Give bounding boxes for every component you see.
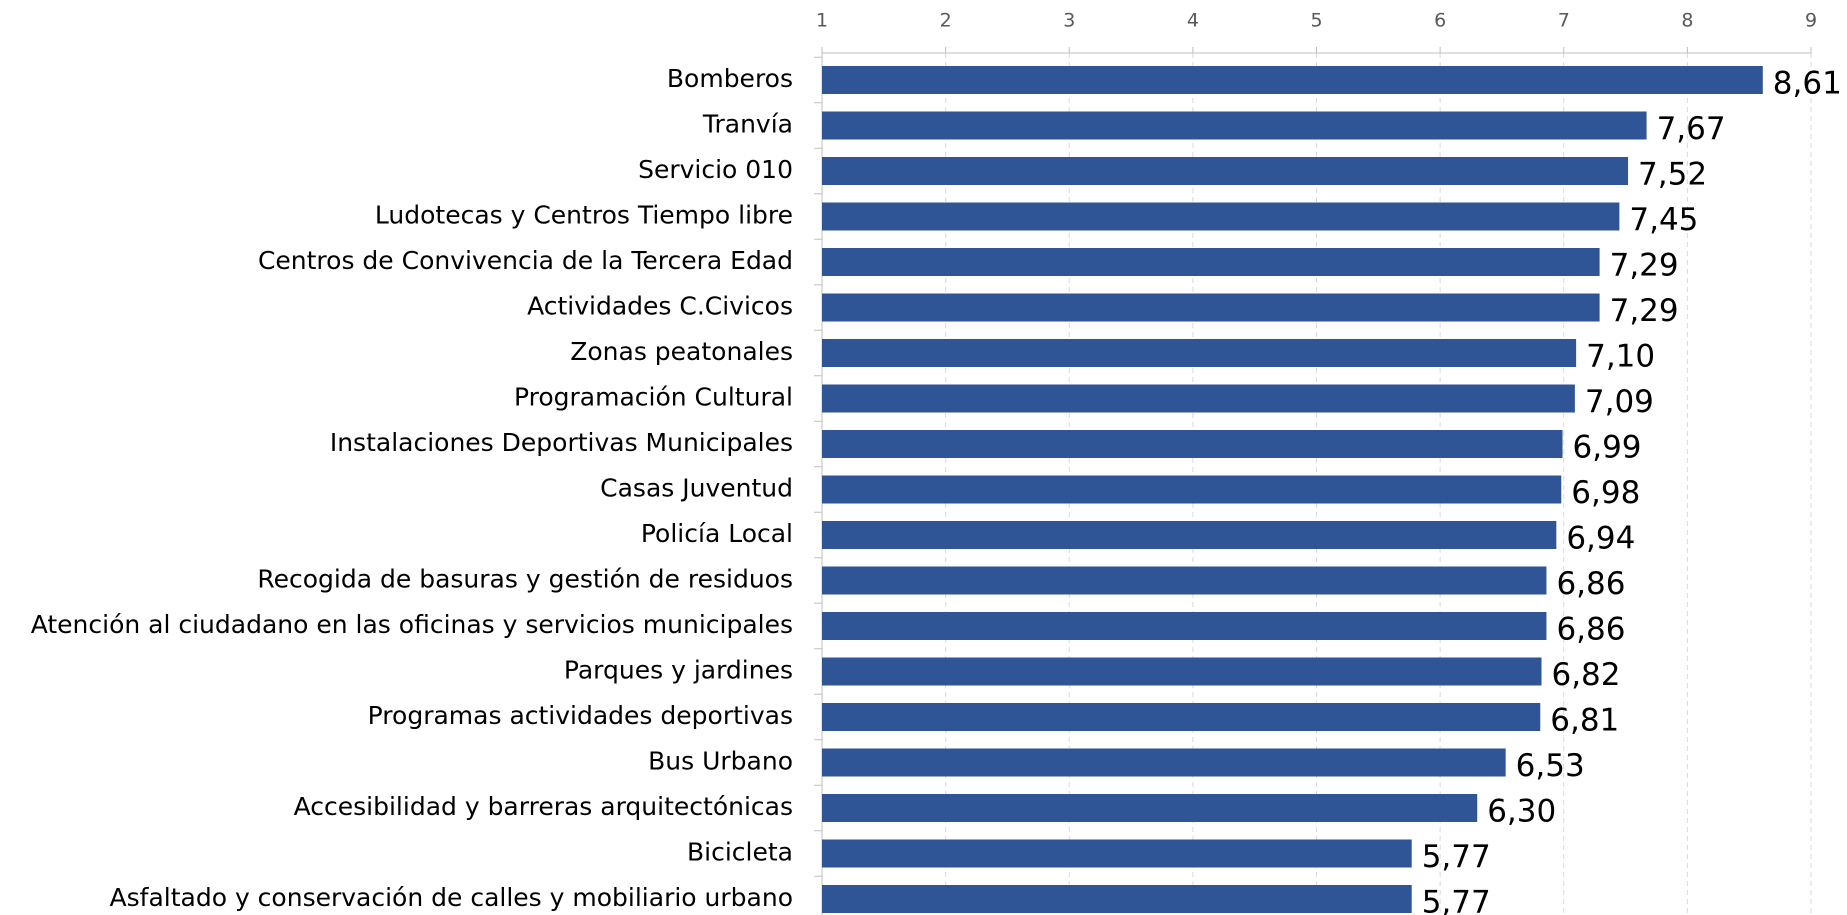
bar bbox=[822, 566, 1547, 595]
value-label: 6,81 bbox=[1550, 703, 1619, 739]
value-label: 8,61 bbox=[1773, 66, 1842, 102]
bar bbox=[822, 794, 1478, 822]
category-label: Centros de Convivencia de la Tercera Eda… bbox=[258, 246, 793, 275]
category-label: Bus Urbano bbox=[648, 747, 793, 776]
value-label: 5,77 bbox=[1422, 885, 1491, 915]
bar bbox=[822, 66, 1763, 94]
x-tick-label: 2 bbox=[940, 10, 952, 32]
x-tick-label: 5 bbox=[1310, 10, 1322, 32]
value-label: 6,98 bbox=[1571, 475, 1640, 511]
category-label: Atención al ciudadano en las oficinas y … bbox=[31, 610, 793, 639]
category-label: Bomberos bbox=[667, 64, 793, 93]
x-tick-label: 6 bbox=[1434, 10, 1446, 32]
category-label: Recogida de basuras y gestión de residuo… bbox=[257, 565, 793, 594]
bar bbox=[822, 521, 1557, 549]
bar bbox=[822, 293, 1600, 322]
value-label: 6,53 bbox=[1516, 748, 1585, 784]
category-label: Instalaciones Deportivas Municipales bbox=[330, 428, 793, 457]
value-label: 7,29 bbox=[1610, 248, 1679, 284]
category-label: Servicio 010 bbox=[638, 155, 793, 184]
bar bbox=[822, 475, 1562, 504]
bar bbox=[822, 384, 1575, 413]
value-label: 5,77 bbox=[1422, 839, 1491, 875]
bar bbox=[822, 839, 1412, 868]
bar bbox=[822, 202, 1620, 231]
bar bbox=[822, 339, 1577, 367]
category-label: Accesibilidad y barreras arquitectónicas bbox=[294, 792, 793, 821]
bar bbox=[822, 248, 1600, 276]
value-label: 7,67 bbox=[1657, 111, 1726, 147]
category-label: Policía Local bbox=[641, 519, 793, 548]
x-tick-label: 7 bbox=[1558, 10, 1570, 32]
category-label: Bicicleta bbox=[687, 838, 793, 867]
category-label: Actividades C.Civicos bbox=[527, 292, 793, 321]
value-label: 7,10 bbox=[1586, 339, 1655, 375]
bar bbox=[822, 657, 1542, 686]
category-label: Ludotecas y Centros Tiempo libre bbox=[375, 201, 793, 230]
bar bbox=[822, 748, 1506, 777]
category-label: Programación Cultural bbox=[514, 383, 793, 412]
x-tick-label: 4 bbox=[1187, 10, 1199, 32]
x-tick-label: 8 bbox=[1681, 10, 1693, 32]
x-tick-label: 9 bbox=[1805, 10, 1817, 32]
x-tick-label: 3 bbox=[1063, 10, 1075, 32]
value-label: 7,29 bbox=[1610, 293, 1679, 329]
value-label: 6,86 bbox=[1556, 566, 1625, 602]
bar bbox=[822, 885, 1412, 913]
category-label: Casas Juventud bbox=[600, 474, 793, 503]
category-label: Asfaltado y conservación de calles y mob… bbox=[110, 883, 793, 912]
x-tick-label: 1 bbox=[816, 10, 828, 32]
bar bbox=[822, 612, 1547, 640]
bar bbox=[822, 157, 1629, 185]
value-label: 6,99 bbox=[1573, 430, 1642, 466]
category-label: Tranvía bbox=[702, 110, 793, 139]
category-label: Zonas peatonales bbox=[570, 337, 793, 366]
bar bbox=[822, 430, 1563, 458]
value-label: 7,09 bbox=[1585, 384, 1654, 420]
value-label: 7,52 bbox=[1638, 157, 1707, 193]
bar bbox=[822, 703, 1541, 731]
value-label: 6,82 bbox=[1551, 657, 1620, 693]
value-label: 6,94 bbox=[1566, 521, 1635, 557]
value-label: 6,86 bbox=[1556, 612, 1625, 648]
value-label: 7,45 bbox=[1629, 202, 1698, 238]
category-label: Programas actividades deportivas bbox=[368, 701, 793, 730]
bar bbox=[822, 111, 1647, 140]
value-label: 6,30 bbox=[1487, 794, 1556, 830]
category-label: Parques y jardines bbox=[564, 656, 793, 685]
